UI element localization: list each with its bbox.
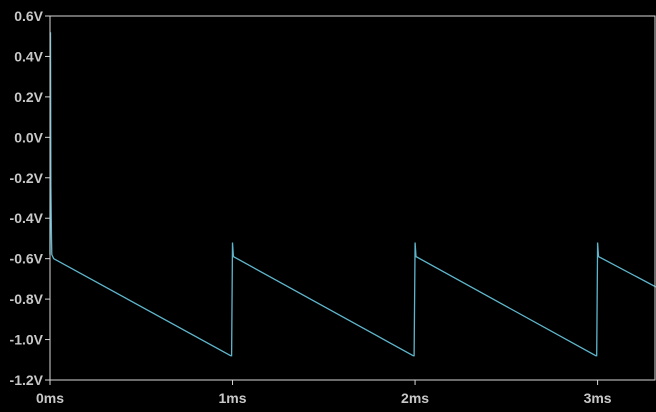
x-tick-label: 2ms [401,390,429,406]
y-tick-label: -0.2V [10,170,44,186]
y-tick-label: 0.0V [14,129,43,145]
y-tick-label: 0.6V [14,8,43,24]
x-tick-label: 3ms [584,390,612,406]
y-tick-label: -1.0V [10,332,44,348]
x-tick-label: 1ms [219,390,247,406]
traces-layer [49,32,656,357]
x-tick-label: 0ms [36,390,64,406]
x-axis-ticks: 0ms 1ms 2ms 3ms [36,380,612,406]
plot-frame [49,15,656,381]
y-tick-label: -0.8V [10,291,44,307]
y-tick-label: 0.4V [14,48,43,64]
y-axis-ticks: 0.6V 0.4V 0.2V 0.0V -0.2V -0.4V -0.6V -0.8V -1.0… [10,8,50,388]
y-tick-label: -1.2V [10,372,44,388]
y-tick-label: -0.6V [10,251,44,267]
y-tick-label: 0.2V [14,89,43,105]
voltage-trace [49,32,656,357]
y-tick-label: -0.4V [10,210,44,226]
